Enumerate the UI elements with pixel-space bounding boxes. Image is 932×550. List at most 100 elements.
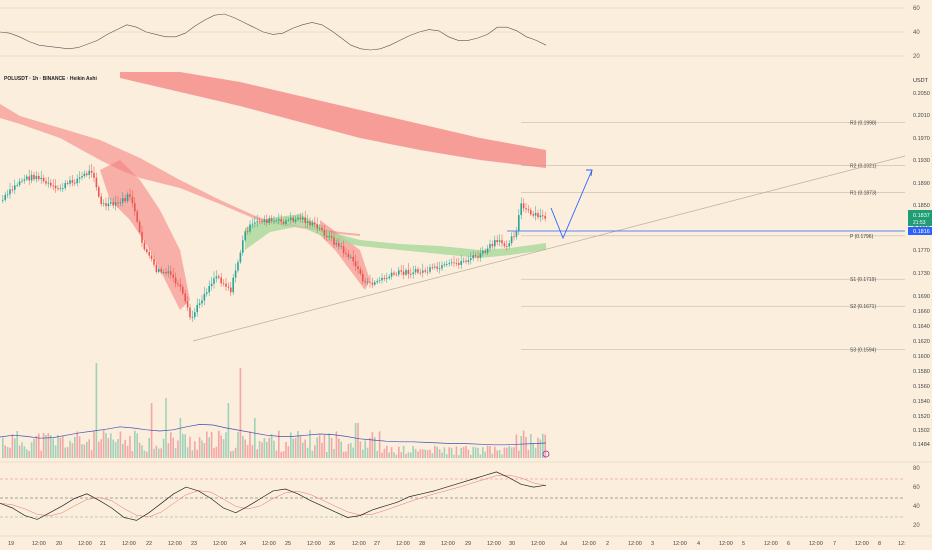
time-axis-label: 23 [191, 541, 197, 547]
volume-bar [309, 430, 311, 458]
candle-body [525, 208, 527, 210]
time-axis-label: 25 [285, 541, 291, 547]
volume-bar [83, 444, 86, 458]
rsi-pane[interactable]: 80 60 40 20 [0, 461, 932, 529]
volume-bar [318, 435, 321, 458]
volume-bar [450, 447, 453, 458]
candle-body [294, 219, 297, 222]
candle-body [323, 230, 326, 236]
volume-bar [460, 447, 462, 458]
volume-bar [232, 450, 234, 458]
candle-body [136, 211, 138, 222]
volume-bar [455, 446, 458, 458]
price-axis-label: 0.2050 [913, 91, 930, 97]
volume-bar [340, 441, 342, 458]
volume-bar [477, 447, 479, 458]
volume-indicator-icon[interactable] [542, 450, 550, 458]
candle-body [35, 175, 38, 180]
candle-body [227, 286, 230, 288]
volume-bar [242, 435, 244, 458]
volume-bar [69, 440, 71, 458]
candle-body [390, 272, 393, 277]
volume-bar [88, 439, 90, 458]
volume-bar [184, 434, 186, 458]
candle-body [107, 203, 110, 207]
currency-label: USDT [913, 78, 929, 84]
price-axis-label: 0.1770 [913, 248, 930, 254]
candle-body [441, 265, 443, 269]
volume-bar [335, 431, 338, 458]
candle-body [167, 271, 170, 274]
candle-body [434, 266, 436, 268]
volume-bar [330, 437, 333, 458]
volume-bar [40, 450, 42, 458]
candle-body [530, 210, 532, 215]
candle-body [527, 209, 530, 211]
volume-bar [388, 452, 390, 458]
candle-body [9, 189, 11, 195]
volume-bar [107, 438, 110, 458]
candle-body [201, 300, 203, 304]
volume-bar [347, 444, 350, 458]
volume-bar [400, 452, 402, 458]
volume-bar [530, 434, 532, 458]
candle-body [513, 236, 515, 238]
volume-bar [366, 447, 369, 458]
volume-bar [316, 437, 318, 458]
candle-body [14, 185, 16, 190]
volume-bar [414, 449, 417, 458]
candle-body [234, 270, 237, 278]
candle-body [453, 262, 455, 264]
rsi-axis-label: 80 [913, 466, 920, 472]
candle-body [357, 266, 359, 270]
volume-bar [496, 450, 498, 458]
candle-body [484, 250, 486, 253]
volume-bar [417, 451, 419, 458]
candle-body [278, 219, 280, 221]
candle-body [76, 178, 78, 184]
volume-bar [328, 433, 330, 458]
candle-body [292, 217, 294, 222]
candle-body [143, 242, 146, 250]
candle-body [251, 223, 254, 225]
green-ma-ribbon [245, 214, 546, 258]
volume-bar [155, 445, 158, 458]
volume-bar [131, 451, 134, 458]
volume-bar [66, 447, 69, 458]
volume-bar [376, 451, 378, 458]
candle-body [23, 179, 26, 181]
volume-bar [525, 436, 527, 458]
candle-body [503, 243, 506, 247]
candle-body [270, 218, 273, 221]
volume-bar [542, 433, 544, 458]
volume-bar [498, 450, 501, 458]
volume-bar [323, 435, 326, 458]
time-axis-label: 12:00 [487, 541, 501, 547]
volume-bar [189, 436, 191, 458]
volume-bar [412, 446, 414, 458]
candle-body [177, 283, 179, 285]
price-pane[interactable]: POLUSDT · 1h · BINANCE · Heikin Ashi USD… [0, 72, 932, 448]
volume-bar [494, 446, 496, 458]
volume-bar [297, 430, 299, 458]
candle-body [59, 188, 62, 190]
volume-bar [472, 446, 474, 458]
price-axis-label: 0.1484 [913, 442, 930, 448]
volume-bar [273, 440, 275, 458]
top-oscillator-pane[interactable]: 60 40 20 [0, 6, 920, 60]
time-axis-label: 19 [8, 541, 14, 547]
volume-bar [263, 437, 266, 458]
volume-bar [47, 433, 50, 458]
time-axis-label: 12:00 [168, 541, 182, 547]
volume-bar [395, 454, 398, 458]
candle-body [275, 220, 278, 222]
candle-body [254, 222, 256, 224]
volume-bar [30, 442, 33, 458]
candle-body [170, 271, 172, 275]
candle-body [100, 196, 102, 204]
candle-body [467, 260, 470, 262]
candle-body [273, 220, 275, 222]
volume-bar [268, 437, 270, 458]
volume-bar [198, 437, 201, 458]
